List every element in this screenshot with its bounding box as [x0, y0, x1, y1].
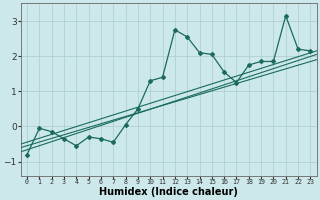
X-axis label: Humidex (Indice chaleur): Humidex (Indice chaleur)	[99, 187, 238, 197]
